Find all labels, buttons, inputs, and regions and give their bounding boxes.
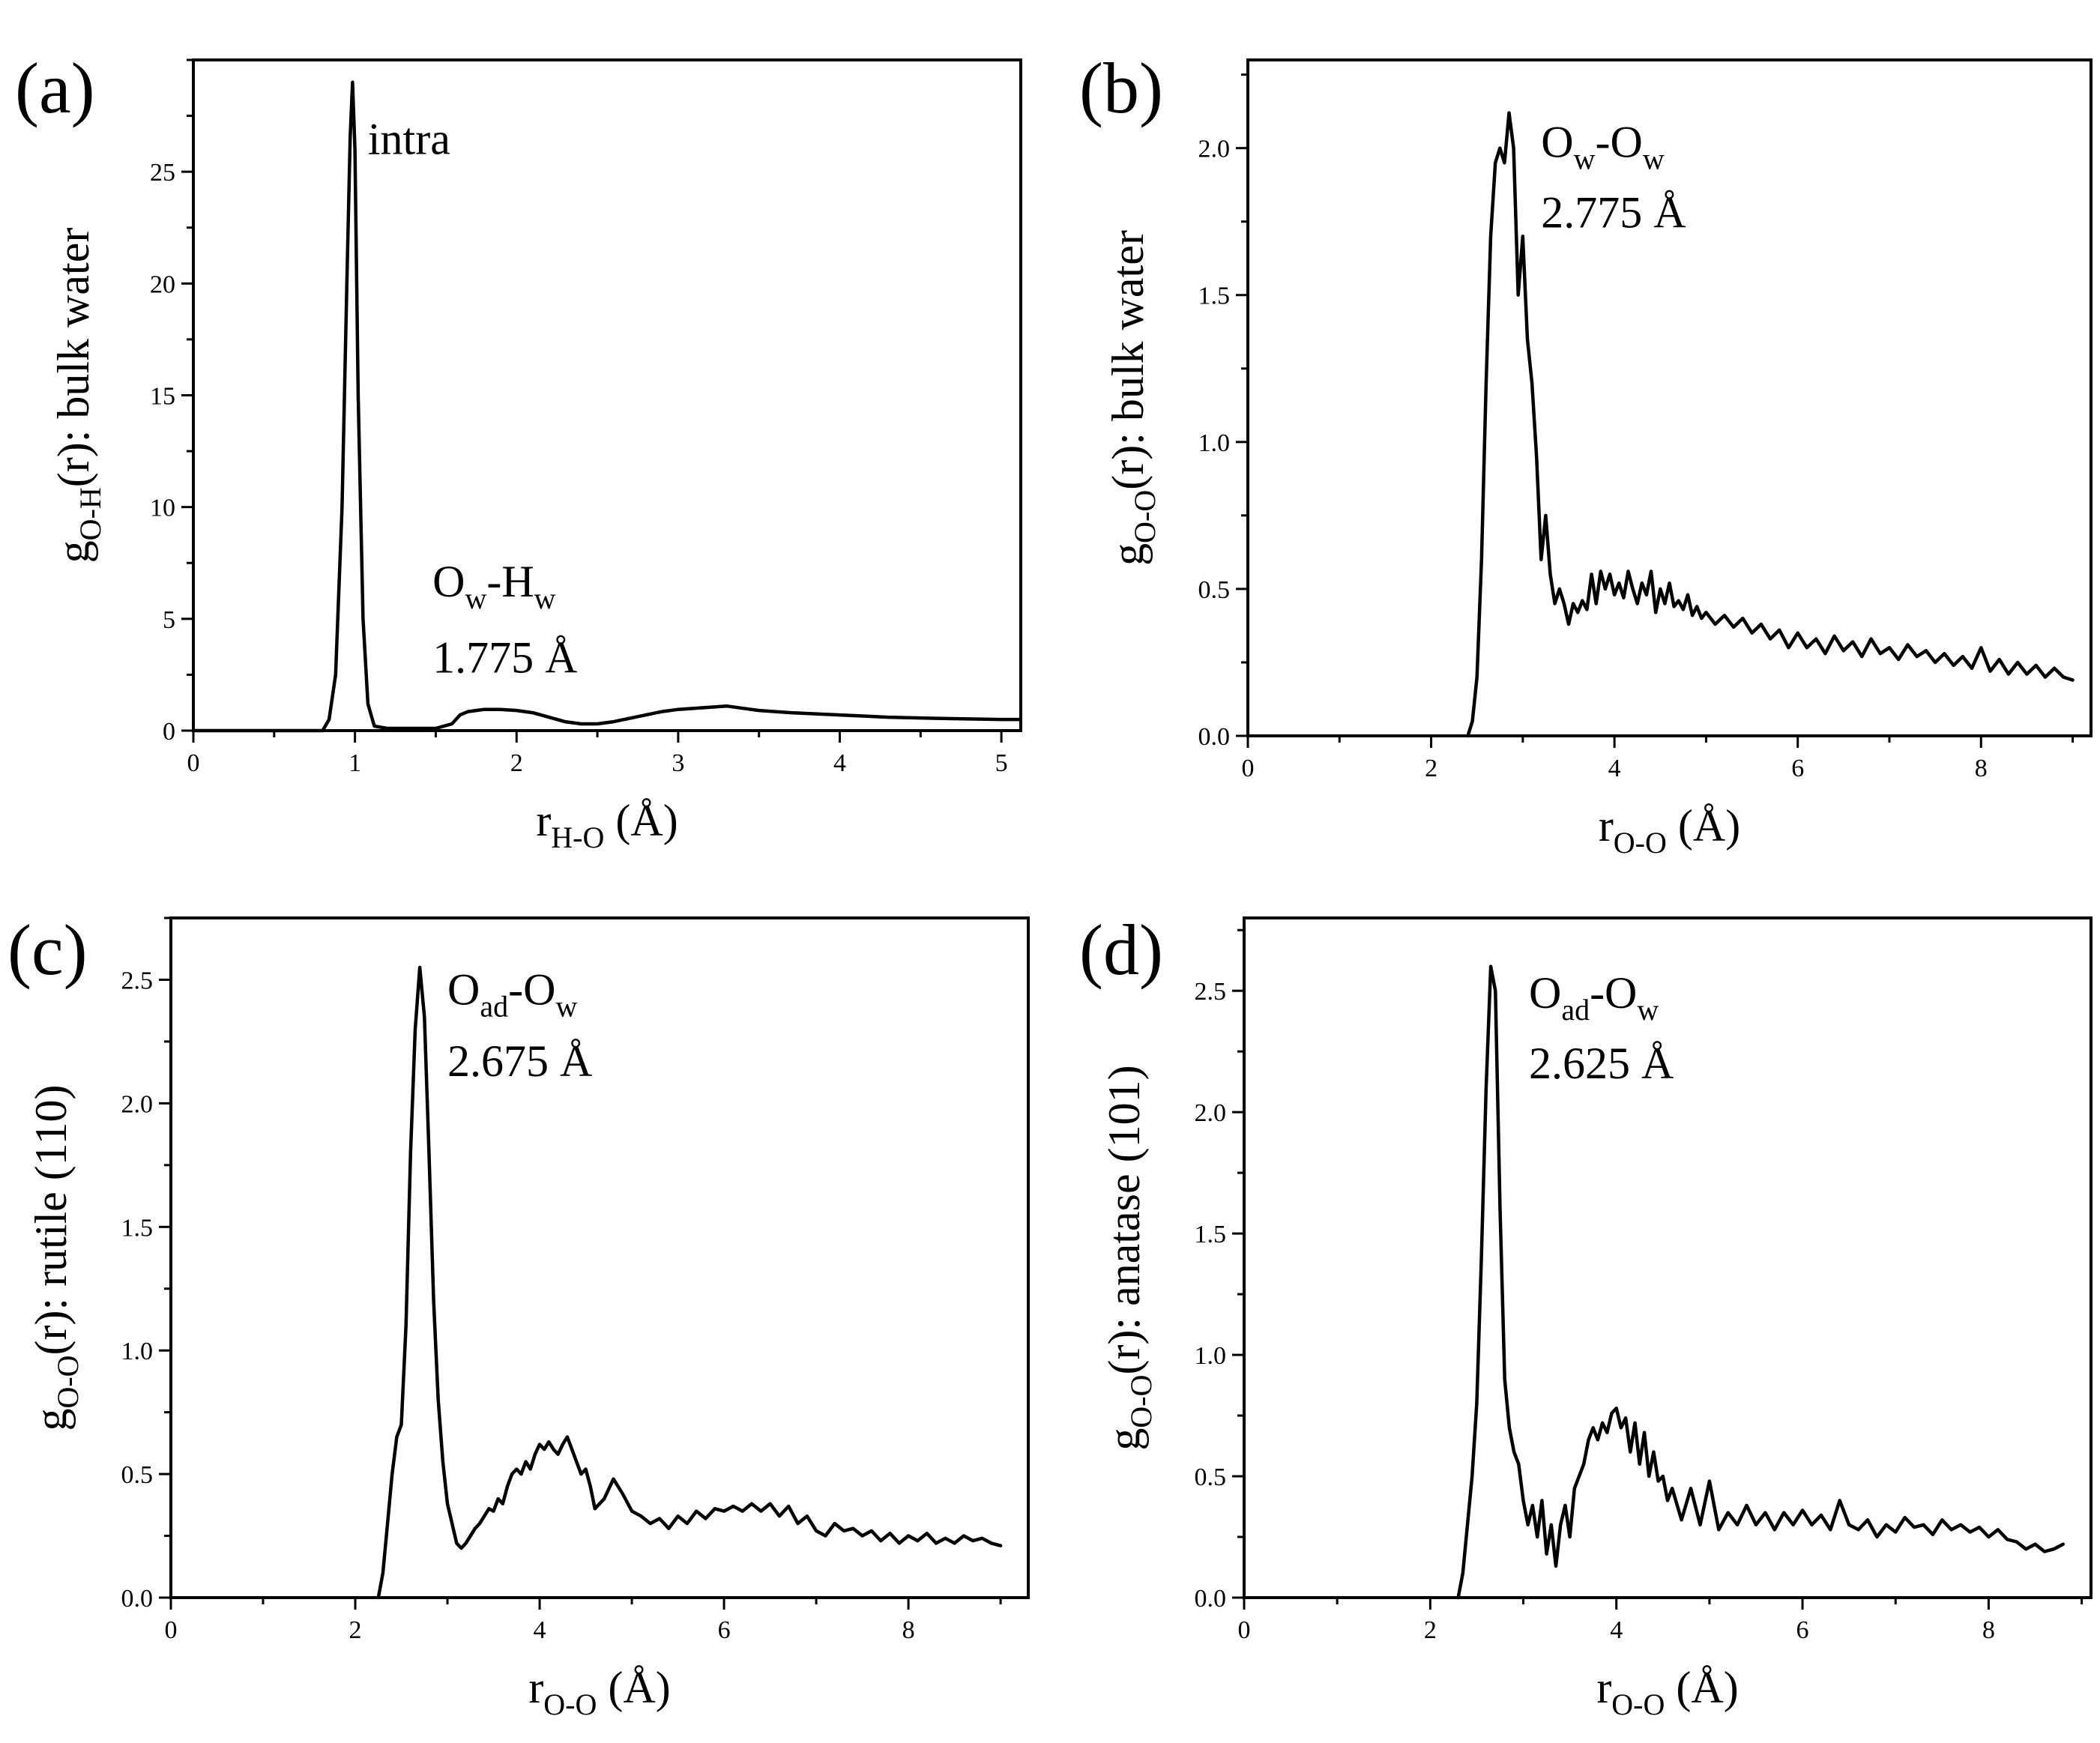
x-tick-label: 3 [672, 749, 684, 777]
y-axis-title: gO-O(r): bulk water [1103, 230, 1162, 566]
x-axis-title: rO-O (Å) [1599, 801, 1740, 860]
annotation-intra: intra [368, 114, 450, 163]
x-tick-label: 2 [1425, 755, 1437, 782]
x-tick-label: 6 [1796, 1616, 1809, 1644]
x-tick-label: 0 [187, 749, 200, 777]
y-tick-label: 1.0 [121, 1338, 154, 1365]
y-tick-label: 1.5 [1198, 283, 1231, 310]
x-tick-label: 8 [1975, 755, 1988, 782]
panel-label: (d) [1079, 910, 1163, 990]
annotation-label-ow-ow: Ow-Ow [1541, 117, 1665, 175]
x-tick-label: 6 [1791, 755, 1804, 782]
x-tick-label: 4 [1608, 755, 1621, 782]
y-tick-label: 1.5 [121, 1214, 154, 1242]
y-axis-title: gO-O(r): rutile (110) [26, 1084, 85, 1431]
y-tick-label: 0 [163, 718, 175, 746]
x-tick-label: 4 [1610, 1616, 1623, 1644]
y-tick-label: 2.5 [1195, 978, 1227, 1006]
chart-panel-c: 0 2 4 6 8 0.0 0.5 1.0 1.5 2.0 2.5 rO-O (Å) gO-O(r): … [7, 910, 1030, 1721]
x-tick-label: 1 [349, 749, 361, 777]
x-tick-label: 5 [995, 749, 1008, 777]
x-tick-label: 0 [165, 1616, 178, 1644]
y-tick-label: 2.0 [1195, 1099, 1227, 1127]
annotation-distance-2675: 2.675 Å [447, 1036, 592, 1086]
annotation-label-oad-ow: Oad-Ow [447, 964, 577, 1023]
x-tick-label: 6 [718, 1616, 731, 1644]
series-line [191, 80, 1023, 733]
y-tick-label: 15 [150, 383, 175, 411]
panel-label: (a) [15, 48, 95, 128]
annotation-label-oad-ow: Oad-Ow [1529, 968, 1659, 1027]
x-tick-label: 0 [1242, 755, 1255, 782]
x-axis-title: rO-O (Å) [1596, 1663, 1738, 1721]
x-tick-label: 2 [349, 1616, 362, 1644]
y-tick-label: 0.5 [1195, 1463, 1227, 1491]
y-tick-label: 2.5 [121, 967, 154, 994]
y-tick-label: 2.0 [1198, 136, 1231, 163]
y-tick-label: 0.0 [1195, 1585, 1227, 1613]
series-line [376, 965, 1003, 1600]
panel-label: (c) [7, 910, 88, 990]
y-axis-title: gO-O(r): anatase (101) [1099, 1065, 1158, 1450]
plot-frame [192, 58, 1022, 732]
y-tick-label: 0.5 [121, 1461, 154, 1489]
annotation-distance-1775: 1.775 Å [432, 632, 577, 682]
y-tick-label: 1.0 [1198, 429, 1231, 457]
series-line [1466, 111, 2075, 738]
series-line [1456, 964, 2065, 1600]
y-tick-label: 0.0 [1198, 723, 1231, 751]
panel-label: (b) [1079, 48, 1163, 128]
x-tick-label: 0 [1238, 1616, 1251, 1644]
chart-panel-a: 0 1 2 3 4 5 0 5 10 15 20 25 rH-O (Å) gO-H(r): bulk wa… [15, 48, 1023, 854]
plot-frame [1243, 916, 2093, 1599]
x-axis-title: rH-O (Å) [536, 796, 678, 854]
x-tick-label: 4 [534, 1616, 546, 1644]
y-tick-label: 0.0 [121, 1585, 154, 1613]
x-axis-title: rO-O (Å) [528, 1663, 670, 1721]
plot-frame [1246, 58, 2093, 737]
y-tick-label: 25 [150, 159, 175, 187]
chart-panel-b: 0 2 4 6 8 0.0 0.5 1.0 1.5 2.0 rO-O (Å) gO-O(r): bul… [1079, 48, 2093, 860]
x-tick-label: 4 [833, 749, 846, 777]
y-tick-label: 5 [163, 606, 175, 634]
x-tick-label: 2 [510, 749, 523, 777]
y-tick-label: 1.5 [1195, 1221, 1227, 1248]
plot-frame [169, 916, 1030, 1599]
chart-panel-d: 0 2 4 6 8 0.0 0.5 1.0 1.5 2.0 2.5 rO-O (Å) gO-O(r): … [1079, 910, 2093, 1721]
x-tick-label: 8 [902, 1616, 915, 1644]
y-tick-label: 10 [150, 495, 175, 522]
y-tick-label: 20 [150, 271, 175, 298]
y-tick-label: 0.5 [1198, 576, 1231, 604]
annotation-distance-2775: 2.775 Å [1541, 188, 1686, 238]
annotation-distance-2625: 2.625 Å [1529, 1039, 1674, 1088]
x-tick-label: 8 [1982, 1616, 1995, 1644]
y-tick-label: 1.0 [1195, 1342, 1227, 1370]
x-tick-label: 2 [1424, 1616, 1437, 1644]
y-axis-title: gO-H(r): bulk water [49, 228, 107, 564]
y-tick-label: 2.0 [121, 1090, 154, 1118]
annotation-label-ow-hw: Ow-Hw [432, 557, 556, 615]
